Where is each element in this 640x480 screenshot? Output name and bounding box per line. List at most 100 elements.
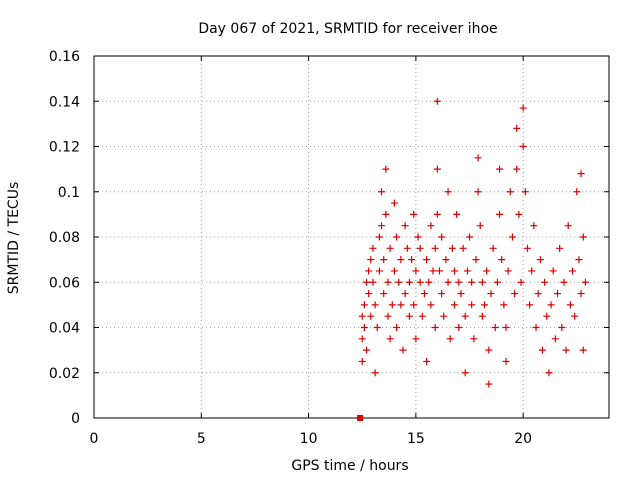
data-point bbox=[408, 256, 416, 264]
data-point bbox=[373, 324, 381, 331]
data-point bbox=[375, 233, 383, 241]
data-point bbox=[369, 278, 377, 286]
data-point bbox=[425, 278, 433, 286]
data-point bbox=[478, 278, 486, 286]
data-point bbox=[378, 188, 386, 196]
data-point bbox=[577, 290, 585, 298]
data-point bbox=[543, 312, 551, 320]
data-point bbox=[508, 233, 516, 241]
data-point bbox=[388, 301, 396, 309]
data-point bbox=[375, 267, 383, 275]
data-point bbox=[502, 324, 510, 331]
data-point bbox=[363, 346, 371, 354]
x-axis-label: GPS time / hours bbox=[291, 458, 408, 474]
y-tick-label: 0.16 bbox=[49, 49, 80, 65]
data-point bbox=[365, 290, 373, 298]
data-point bbox=[468, 301, 476, 309]
data-point bbox=[397, 256, 405, 264]
data-point bbox=[504, 267, 512, 275]
y-tick-label: 0.1 bbox=[58, 185, 80, 201]
data-point bbox=[423, 357, 431, 365]
data-point bbox=[579, 233, 587, 241]
data-point bbox=[485, 380, 493, 388]
data-point bbox=[444, 278, 452, 286]
data-point bbox=[511, 290, 519, 298]
data-point bbox=[461, 312, 469, 320]
data-point bbox=[442, 256, 450, 264]
data-point bbox=[448, 244, 456, 252]
data-point bbox=[405, 312, 413, 320]
data-point bbox=[363, 278, 371, 286]
data-point bbox=[384, 278, 392, 286]
data-point bbox=[416, 278, 424, 286]
y-axis-ticks: 0 0.02 0.04 0.06 0.08 0.1 0.12 0.14 0.16 bbox=[49, 49, 609, 427]
data-point bbox=[506, 188, 514, 196]
data-point bbox=[438, 233, 446, 241]
data-point bbox=[487, 290, 495, 298]
data-point bbox=[530, 222, 538, 230]
y-tick-label: 0.04 bbox=[49, 321, 80, 337]
data-point bbox=[410, 210, 418, 218]
data-point bbox=[474, 154, 482, 162]
x-axis-ticks: 0 5 10 15 20 bbox=[90, 56, 532, 447]
data-point bbox=[367, 256, 375, 264]
data-point bbox=[423, 256, 431, 264]
data-point bbox=[431, 324, 439, 331]
data-points bbox=[357, 97, 589, 421]
data-point bbox=[564, 222, 572, 230]
data-point bbox=[378, 222, 386, 230]
data-point bbox=[474, 188, 482, 196]
data-point bbox=[519, 143, 527, 150]
data-point bbox=[399, 346, 407, 354]
data-point bbox=[515, 210, 523, 218]
data-point bbox=[532, 324, 540, 331]
data-point bbox=[536, 256, 544, 264]
data-point bbox=[489, 244, 497, 252]
data-point bbox=[431, 244, 439, 252]
data-point bbox=[384, 312, 392, 320]
data-point bbox=[513, 124, 521, 132]
data-point bbox=[573, 188, 581, 196]
data-point bbox=[556, 244, 564, 252]
data-point bbox=[502, 357, 510, 365]
y-tick-label: 0.12 bbox=[49, 140, 80, 156]
data-point bbox=[554, 290, 561, 298]
data-point bbox=[521, 188, 529, 196]
y-tick-label: 0.08 bbox=[49, 230, 80, 246]
data-point bbox=[367, 312, 375, 320]
data-point bbox=[382, 165, 390, 173]
data-point bbox=[493, 278, 501, 286]
data-point bbox=[483, 267, 491, 275]
data-point bbox=[517, 278, 525, 286]
data-point bbox=[435, 267, 443, 275]
data-point bbox=[547, 301, 555, 309]
data-point bbox=[393, 233, 401, 241]
data-point bbox=[523, 244, 531, 252]
grid-lines bbox=[94, 56, 609, 418]
data-point bbox=[358, 312, 366, 320]
data-point bbox=[438, 290, 446, 298]
data-point bbox=[416, 244, 424, 252]
y-tick-label: 0.02 bbox=[49, 366, 80, 382]
data-point bbox=[579, 346, 587, 354]
data-point bbox=[457, 290, 465, 298]
data-point bbox=[418, 312, 426, 320]
data-point bbox=[420, 290, 428, 298]
data-point bbox=[433, 210, 441, 218]
x-tick-label: 5 bbox=[197, 431, 206, 447]
data-point bbox=[440, 312, 448, 320]
data-point bbox=[386, 335, 394, 343]
data-point bbox=[380, 256, 388, 264]
data-point bbox=[455, 324, 463, 331]
data-point bbox=[577, 170, 585, 178]
data-point bbox=[371, 301, 379, 309]
data-point bbox=[433, 165, 441, 173]
data-point bbox=[498, 256, 506, 264]
data-point bbox=[459, 244, 467, 252]
x-tick-label: 20 bbox=[514, 431, 532, 447]
data-point bbox=[558, 324, 566, 331]
data-point bbox=[393, 324, 401, 331]
data-point bbox=[470, 335, 478, 343]
data-point bbox=[446, 335, 454, 343]
data-point bbox=[569, 267, 577, 275]
